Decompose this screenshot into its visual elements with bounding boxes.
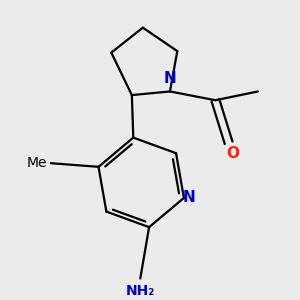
- Text: N: N: [183, 190, 195, 206]
- Text: NH₂: NH₂: [126, 284, 155, 298]
- Text: O: O: [226, 146, 239, 161]
- Text: N: N: [164, 71, 176, 86]
- Text: Me: Me: [27, 156, 47, 170]
